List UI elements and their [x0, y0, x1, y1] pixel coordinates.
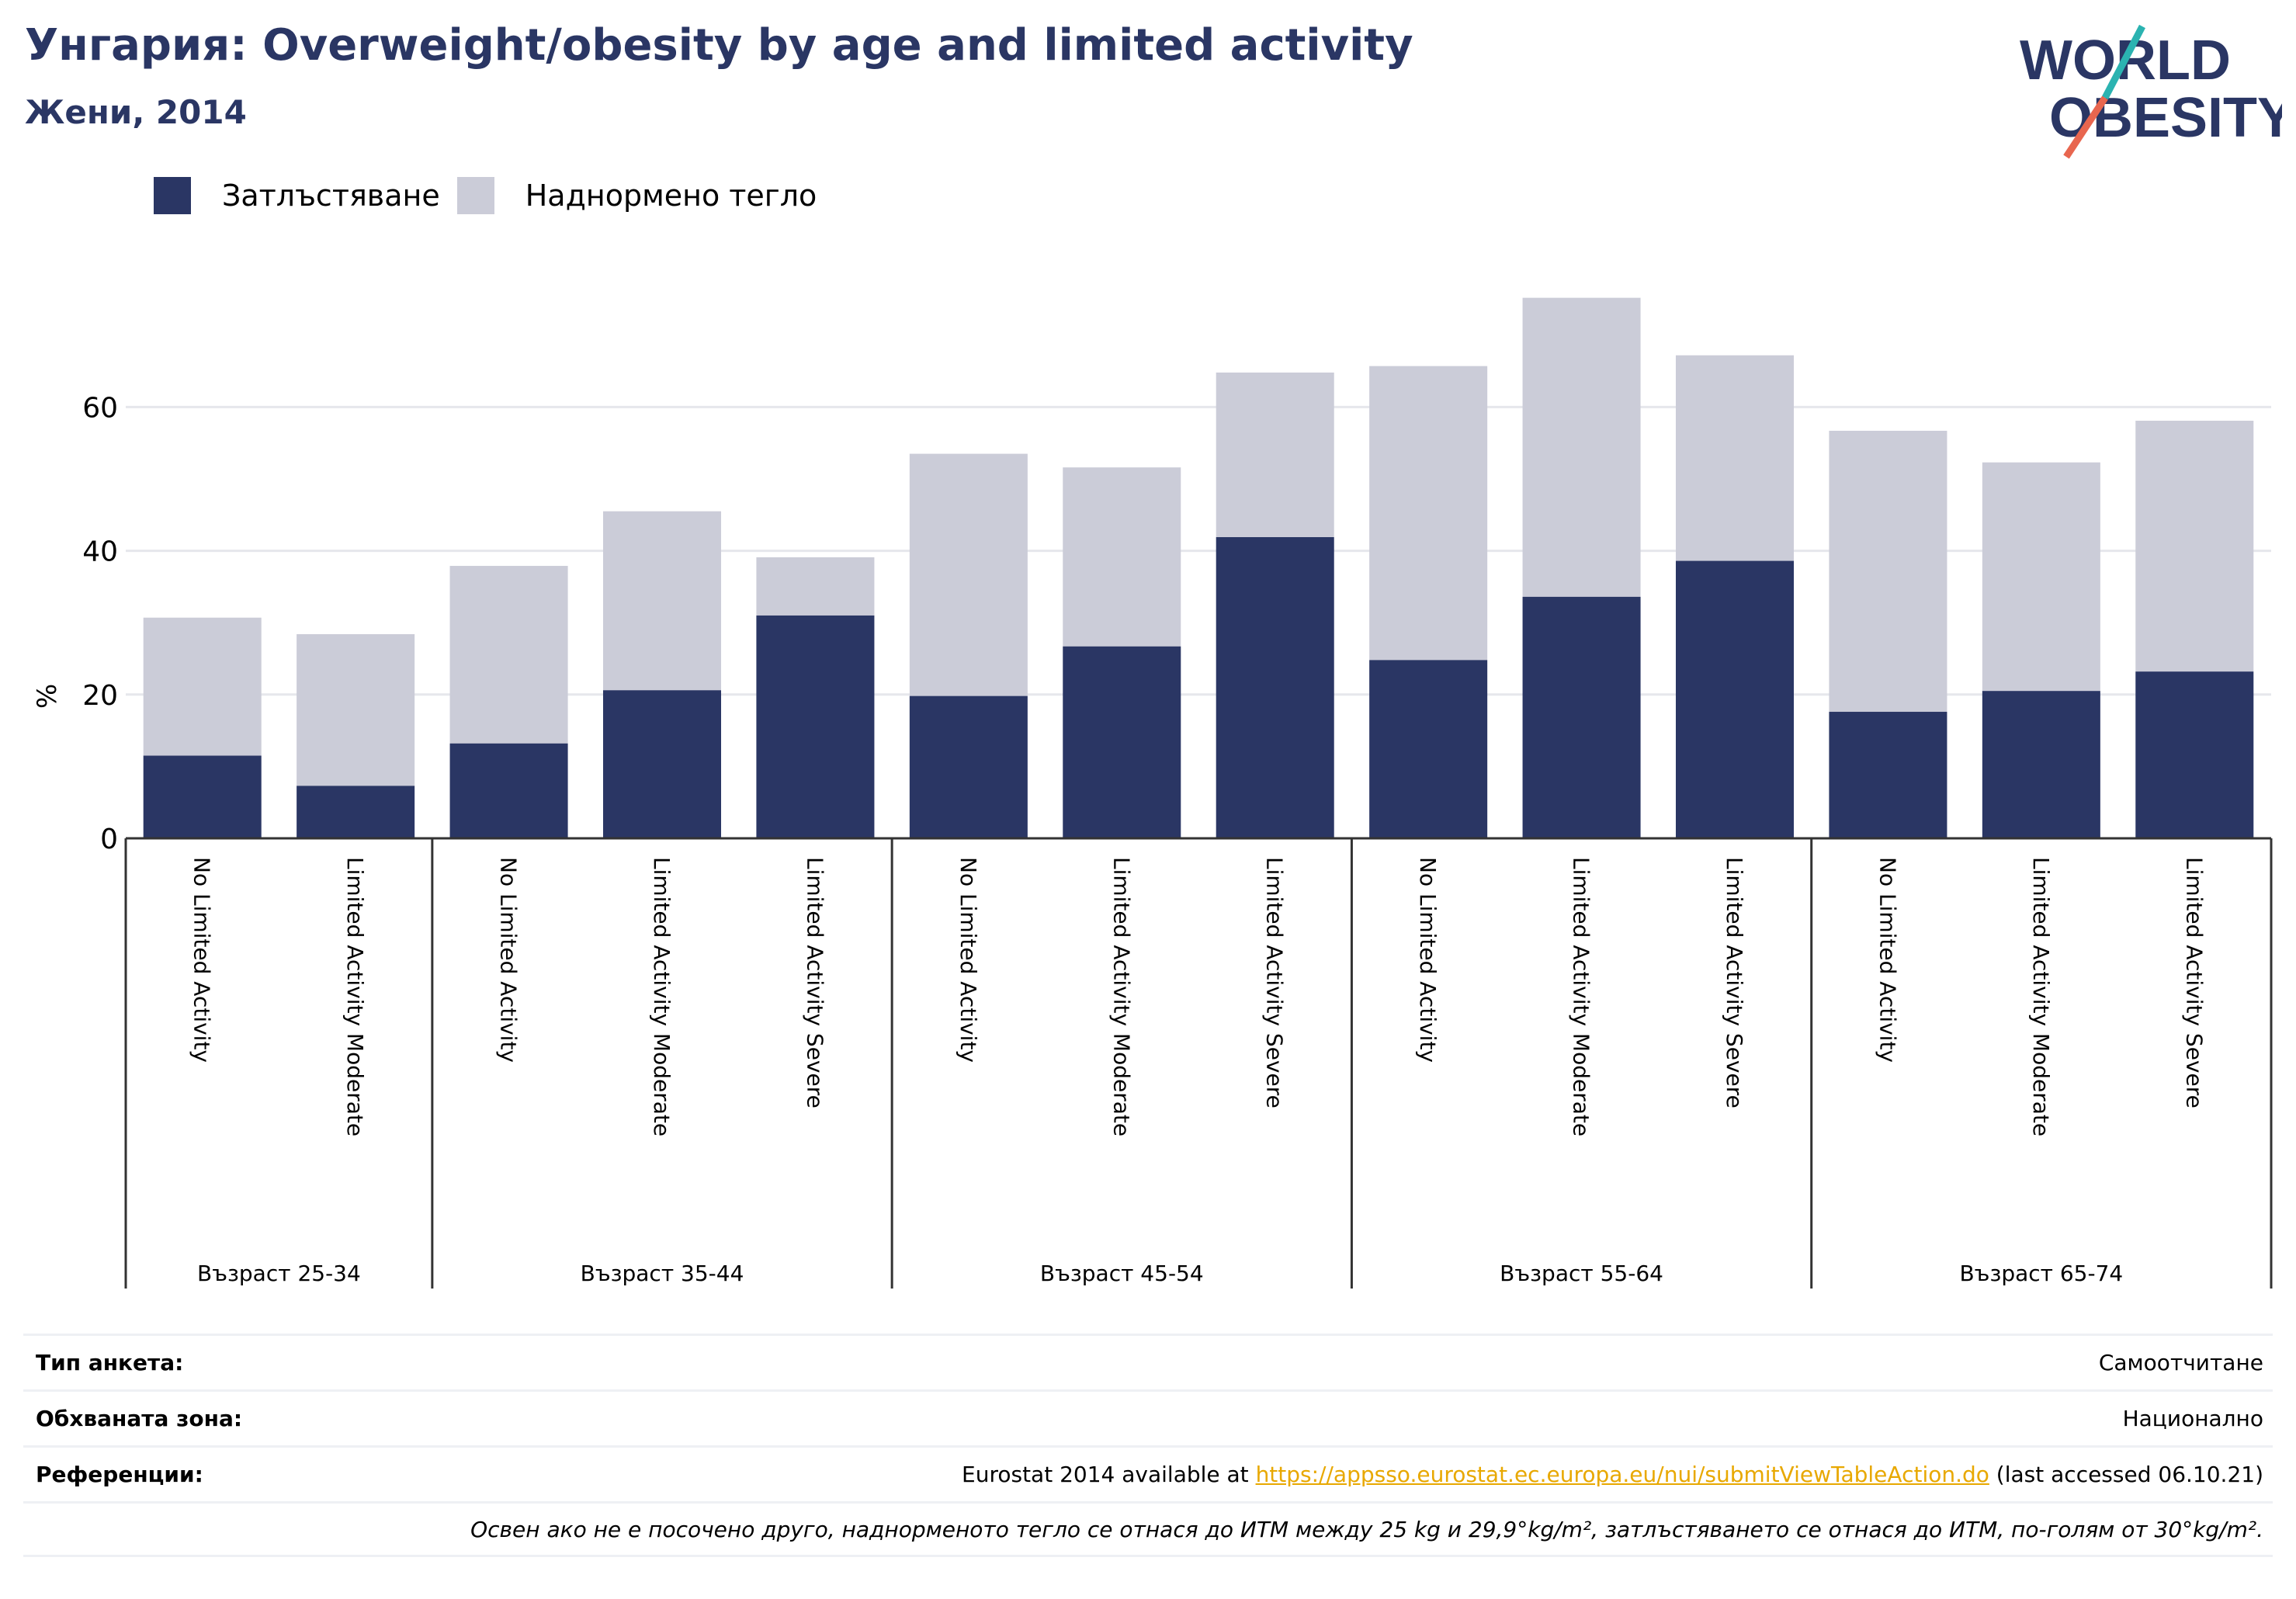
info-row-survey-type: Тип анкета: Самоотчитане — [23, 1334, 2273, 1389]
bar-obesity — [1982, 691, 2100, 838]
x-category-label: Limited Activity Moderate — [2028, 857, 2054, 1136]
info-row-note: Освен ако не е посочено друго, наднормен… — [23, 1501, 2273, 1557]
bar-overweight — [1063, 467, 1181, 647]
legend-swatch-overweight — [456, 177, 494, 214]
x-category-label: Limited Activity Moderate — [1108, 857, 1134, 1136]
y-tick-label: 40 — [82, 536, 118, 568]
references-label: Референции: — [36, 1462, 203, 1487]
x-category-label: No Limited Activity — [496, 857, 522, 1063]
legend-label-obesity: Затлъстяване — [222, 179, 440, 213]
age-group-label: Възраст 55-64 — [1500, 1261, 1663, 1286]
y-tick-label: 0 — [100, 824, 118, 855]
bar-obesity — [1063, 646, 1181, 838]
legend-label-overweight: Наднормено тегло — [525, 179, 817, 213]
references-suffix: (last accessed 06.10.21) — [1989, 1462, 2263, 1487]
bar-obesity — [1369, 660, 1488, 838]
x-category-label: No Limited Activity — [956, 857, 981, 1063]
x-category-label: Limited Activity Moderate — [1569, 857, 1594, 1136]
survey-type-value: Самоотчитане — [2098, 1350, 2263, 1375]
bar-overweight — [909, 453, 1028, 696]
logo-slash-red — [2063, 95, 2108, 159]
bar-obesity — [909, 695, 1028, 838]
survey-type-label: Тип анкета: — [36, 1350, 184, 1375]
bar-obesity — [449, 743, 568, 838]
coverage-label: Обхваната зона: — [36, 1406, 243, 1431]
references-value: Eurostat 2014 available at https://appss… — [962, 1462, 2263, 1487]
bar-overweight — [1522, 297, 1641, 597]
bar-overweight — [297, 634, 415, 786]
bar-overweight — [756, 557, 875, 616]
info-row-references: Референции: Eurostat 2014 available at h… — [23, 1445, 2273, 1501]
bar-overweight — [143, 617, 262, 756]
legend-swatch-obesity — [154, 177, 191, 214]
age-group-label: Възраст 25-34 — [197, 1261, 361, 1286]
references-link[interactable]: https://appsso.eurostat.ec.europa.eu/nui… — [1255, 1462, 1989, 1487]
x-category-label: Limited Activity Severe — [2181, 857, 2207, 1108]
x-category-label: Limited Activity Moderate — [342, 857, 368, 1136]
chart-subtitle: Жени, 2014 — [25, 93, 247, 131]
y-tick-label: 60 — [82, 392, 118, 424]
bar-obesity — [143, 755, 262, 838]
y-tick-label: 20 — [82, 680, 118, 712]
legend-item-obesity[interactable]: Затлъстяване — [154, 177, 440, 214]
bar-obesity — [2135, 671, 2254, 838]
info-table: Тип анкета: Самоотчитане Обхваната зона:… — [23, 1334, 2273, 1557]
world-obesity-logo: WORLD OBESITY — [2020, 24, 2282, 159]
x-category-label: Limited Activity Severe — [1262, 857, 1288, 1108]
bar-obesity — [1522, 596, 1641, 838]
age-group-label: Възраст 35-44 — [581, 1261, 744, 1286]
x-category-label: No Limited Activity — [1415, 857, 1441, 1063]
legend-item-overweight[interactable]: Наднормено тегло — [456, 177, 817, 214]
x-category-label: No Limited Activity — [189, 857, 215, 1063]
bar-overweight — [449, 566, 568, 744]
bar-overweight — [1829, 430, 1947, 713]
bar-overweight — [602, 511, 722, 691]
bar-obesity — [602, 690, 722, 838]
x-category-label: Limited Activity Severe — [802, 857, 827, 1108]
bar-overweight — [2135, 420, 2254, 672]
bar-overweight — [1369, 366, 1488, 661]
bar-overweight — [1675, 355, 1795, 561]
x-category-label: No Limited Activity — [1875, 857, 1900, 1063]
definition-note: Освен ако не е посочено друго, наднормен… — [470, 1516, 2263, 1542]
bar-chart: 0 20 40 60% No Limited Activity Limited Activ… — [32, 297, 2273, 1289]
bar-obesity — [1829, 712, 1947, 838]
logo-slash-teal — [2102, 24, 2145, 100]
coverage-value: Национално — [2122, 1406, 2263, 1431]
references-prefix: Eurostat 2014 available at — [962, 1462, 1256, 1487]
chart-title: Унгария: Overweight/obesity by age and l… — [25, 20, 1413, 71]
age-group-label: Възраст 65-74 — [1959, 1261, 2123, 1286]
chart-legend: Затлъстяване Наднормено тегло — [154, 177, 817, 214]
bar-obesity — [1675, 560, 1795, 838]
x-category-label: Limited Activity Severe — [1722, 857, 1747, 1108]
bar-overweight — [1216, 372, 1334, 538]
age-group-label: Възраст 45-54 — [1040, 1261, 1204, 1286]
bar-overweight — [1982, 462, 2100, 692]
x-category-label: Limited Activity Moderate — [649, 857, 675, 1136]
y-axis-label: % — [32, 684, 63, 709]
bar-obesity — [756, 615, 875, 838]
bar-obesity — [297, 786, 415, 838]
info-row-coverage: Обхваната зона: Национално — [23, 1389, 2273, 1445]
bar-obesity — [1216, 537, 1334, 838]
